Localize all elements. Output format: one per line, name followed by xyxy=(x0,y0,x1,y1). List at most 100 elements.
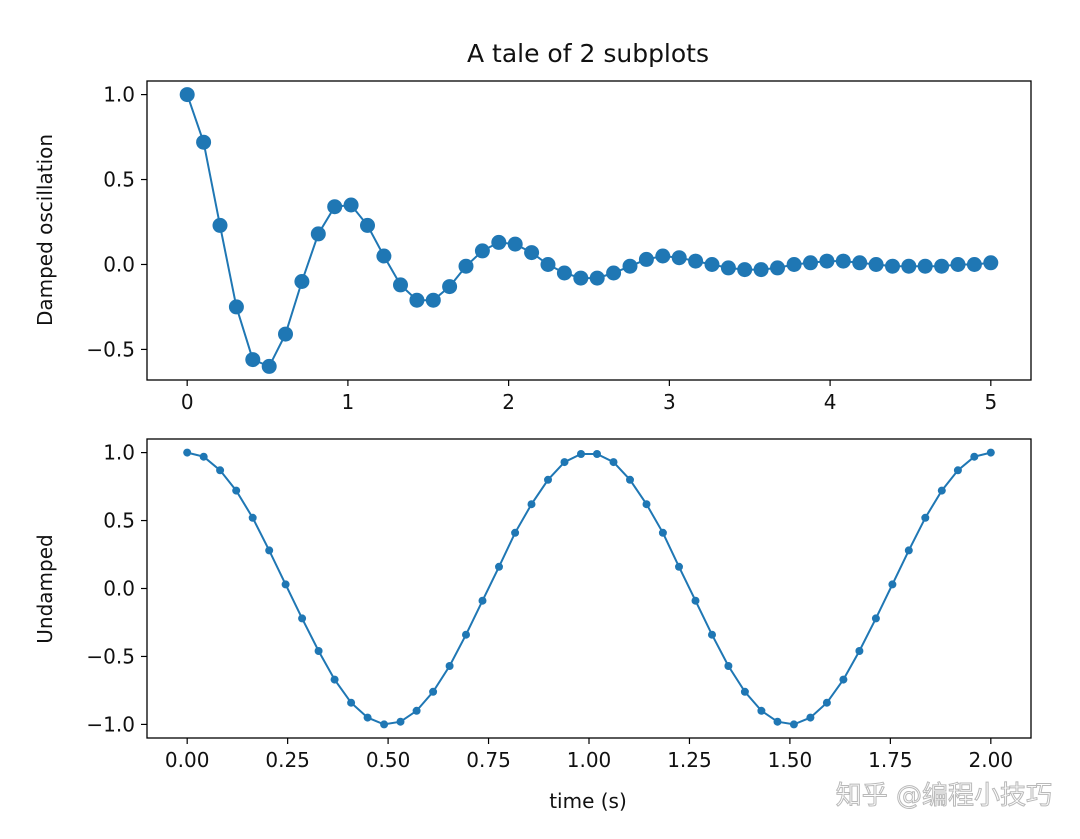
bottom-yticks: 1.0 0.5 0.0 −0.5 −1.0 xyxy=(86,441,147,736)
x-tick-label: 1.50 xyxy=(768,748,813,772)
data-point xyxy=(740,687,749,696)
x-tick-label: 3 xyxy=(663,390,676,414)
data-point xyxy=(294,274,310,289)
data-point xyxy=(327,199,343,215)
y-tick-label: 0.5 xyxy=(103,168,135,192)
x-tick-label: 1 xyxy=(342,390,355,414)
chart-title: A tale of 2 subplots xyxy=(467,39,709,68)
data-point xyxy=(393,277,408,293)
data-point xyxy=(773,717,782,726)
data-point xyxy=(314,647,323,655)
data-point xyxy=(495,562,503,571)
data-point xyxy=(934,258,950,274)
x-tick-label: 0.25 xyxy=(265,748,310,772)
data-point xyxy=(642,500,651,509)
data-point xyxy=(507,236,523,252)
x-tick-label: 2.00 xyxy=(969,748,1014,772)
x-tick-label: 0.75 xyxy=(466,748,511,772)
data-point xyxy=(950,257,966,272)
data-point xyxy=(852,255,868,271)
data-point xyxy=(265,546,274,555)
data-point xyxy=(474,243,490,259)
data-point xyxy=(376,248,392,264)
data-point xyxy=(753,262,769,278)
data-point xyxy=(937,486,946,495)
data-point xyxy=(757,706,766,715)
data-point xyxy=(593,450,601,458)
top-xticks: 0 1 2 3 4 5 xyxy=(181,380,997,414)
y-tick-label: −0.5 xyxy=(86,337,135,361)
data-point xyxy=(803,255,818,271)
data-point xyxy=(720,260,736,276)
data-point xyxy=(855,647,864,655)
data-point xyxy=(609,458,618,467)
data-point xyxy=(425,292,441,308)
y-tick-label: −0.5 xyxy=(86,644,135,668)
data-point xyxy=(360,217,375,233)
data-point xyxy=(986,448,995,457)
data-point xyxy=(429,687,438,696)
top-series xyxy=(179,87,999,374)
data-point xyxy=(835,253,851,269)
data-point xyxy=(310,226,326,242)
data-point xyxy=(966,257,982,272)
data-point xyxy=(183,448,192,457)
data-point xyxy=(281,580,290,589)
data-point xyxy=(638,251,654,267)
y-tick-label: 0.0 xyxy=(103,577,135,601)
data-point xyxy=(573,270,589,286)
data-point xyxy=(822,698,831,707)
data-point xyxy=(658,528,667,537)
x-tick-label: 0 xyxy=(181,390,194,414)
data-point xyxy=(560,458,569,467)
data-point xyxy=(248,513,257,522)
data-point xyxy=(655,248,671,264)
data-point xyxy=(540,257,556,272)
data-point xyxy=(179,87,195,103)
bottom-axes-frame xyxy=(146,438,1032,739)
data-point xyxy=(298,614,307,623)
data-point xyxy=(412,706,421,715)
data-point xyxy=(511,528,520,537)
data-point xyxy=(228,299,244,315)
data-point xyxy=(871,614,880,623)
data-point xyxy=(839,675,848,684)
data-point xyxy=(442,279,458,295)
y-tick-label: 0.5 xyxy=(103,509,135,533)
top-yticks: 1.0 0.5 0.0 −0.5 xyxy=(86,83,147,361)
data-point xyxy=(232,486,241,495)
x-tick-label: 2 xyxy=(502,390,515,414)
y-tick-label: −1.0 xyxy=(86,712,135,736)
top-ylabel: Damped oscillation xyxy=(33,134,57,326)
data-point xyxy=(556,265,572,281)
data-point xyxy=(789,720,798,729)
data-point xyxy=(589,270,605,286)
data-point xyxy=(363,713,372,722)
data-point xyxy=(953,466,962,475)
bottom-subplot: Undamped time (s) 0.00 0.25 0.50 0.75 1.00 1.… xyxy=(33,438,1032,813)
data-point xyxy=(806,713,815,722)
data-point xyxy=(708,630,716,639)
data-point xyxy=(409,292,425,308)
x-tick-label: 0.50 xyxy=(366,748,411,772)
data-point xyxy=(675,562,683,571)
data-point xyxy=(868,257,884,272)
data-point xyxy=(524,245,540,261)
data-point xyxy=(445,662,454,670)
data-point xyxy=(921,513,930,522)
data-point xyxy=(330,675,339,684)
data-point xyxy=(724,662,733,670)
data-point xyxy=(704,257,720,272)
data-point xyxy=(819,253,835,269)
data-point xyxy=(888,580,897,589)
bottom-xticks: 0.00 0.25 0.50 0.75 1.00 1.25 1.50 1.75 2.00 xyxy=(165,738,1013,772)
series-line xyxy=(186,94,991,368)
data-point xyxy=(786,257,802,272)
data-point xyxy=(196,134,212,150)
data-point xyxy=(691,596,700,605)
x-tick-label: 5 xyxy=(984,390,997,414)
data-point xyxy=(970,452,979,461)
top-subplot: Damped oscillation 0 1 2 3 4 5 1.0 0.5 0.0 −0.5 xyxy=(33,80,1032,414)
data-point xyxy=(622,258,638,274)
data-point xyxy=(527,500,536,509)
